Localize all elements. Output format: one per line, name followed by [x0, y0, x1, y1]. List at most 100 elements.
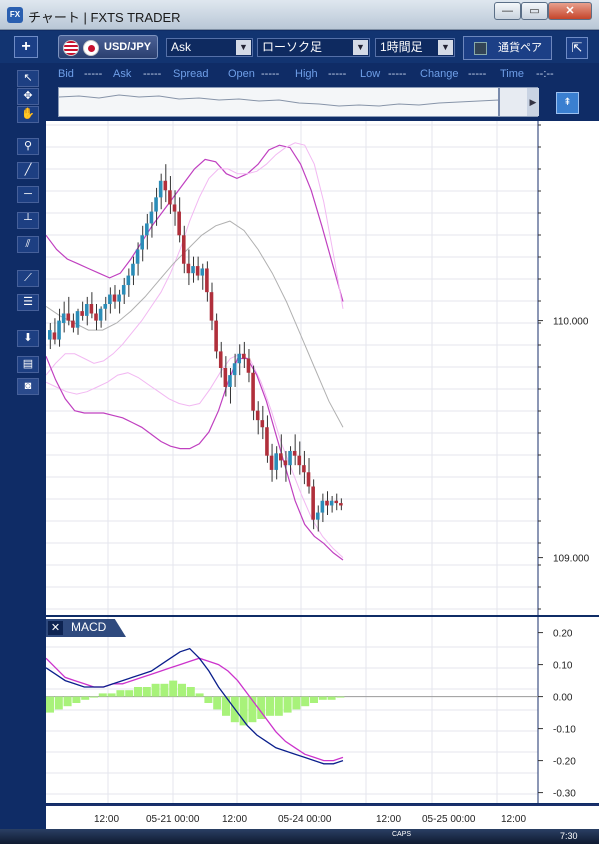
- title-bar[interactable]: FX チャート | FXTS TRADER — ▭ ✕: [0, 0, 599, 30]
- list-icon[interactable]: ▤: [17, 356, 39, 373]
- fibonacci-icon[interactable]: ☰: [17, 294, 39, 311]
- macd-histogram-bar: [266, 696, 274, 716]
- period-select[interactable]: 1時間足 ▼: [375, 38, 455, 57]
- candle: [214, 320, 218, 352]
- maximize-button[interactable]: ▭: [521, 2, 548, 20]
- bid-label: Bid: [58, 68, 74, 80]
- macd-histogram-bar: [81, 696, 90, 700]
- macd-chart-svg[interactable]: 0.20 0.10 0.00 -0.10 -0.20 -0.30: [45, 617, 599, 803]
- macd-histogram-bar: [283, 696, 292, 713]
- candle: [242, 353, 246, 359]
- collapse-icon[interactable]: ⇱: [566, 37, 588, 59]
- candle: [297, 455, 302, 466]
- candle: [269, 455, 274, 470]
- macd-histogram-bar: [63, 696, 72, 707]
- auto-scroll-icon[interactable]: ⇞: [556, 92, 579, 114]
- hand-icon[interactable]: ✋: [17, 106, 39, 123]
- download-icon[interactable]: ⬇: [17, 330, 39, 347]
- low-value: -----: [388, 68, 407, 80]
- candle: [117, 294, 121, 302]
- period-value: 1時間足: [380, 40, 423, 54]
- pin-icon[interactable]: ⚲: [17, 138, 39, 155]
- fan-icon[interactable]: ⟋: [17, 270, 39, 287]
- navigator-sparkline: [58, 94, 538, 107]
- horizontal-line-icon[interactable]: ─: [17, 186, 39, 203]
- price-chart[interactable]: 110.000 109.000: [45, 121, 599, 615]
- macd-line: [45, 647, 344, 765]
- ask-label: Ask: [113, 68, 132, 80]
- candle: [61, 313, 66, 323]
- candle: [311, 486, 315, 520]
- macd-histogram-bar: [336, 696, 345, 698]
- candle: [108, 294, 112, 305]
- close-button[interactable]: ✕: [548, 2, 592, 20]
- us-flag-icon: [63, 40, 79, 56]
- macd-histogram-bar: [151, 683, 160, 697]
- macd-histogram-bar: [327, 696, 336, 700]
- candle: [228, 375, 232, 387]
- camera-icon[interactable]: ◙: [17, 378, 39, 395]
- chart-type-value: ローソク足: [262, 40, 323, 54]
- crosshair-cursor-icon[interactable]: ✥: [17, 88, 39, 105]
- change-value: -----: [468, 68, 487, 80]
- candle: [265, 427, 269, 456]
- chart-navigator[interactable]: [58, 87, 538, 117]
- caps-indicator: CAPS: [392, 831, 412, 838]
- candle: [98, 308, 103, 321]
- macd-close-icon[interactable]: ✕: [48, 621, 63, 635]
- macd-histogram-bar: [213, 696, 222, 710]
- candle: [302, 465, 306, 473]
- candle: [177, 211, 181, 236]
- macd-histogram-bar: [46, 696, 54, 713]
- spread-label: Spread: [173, 68, 209, 80]
- price-chart-svg[interactable]: 110.000 109.000: [45, 121, 599, 615]
- candle: [274, 453, 278, 470]
- macd-histogram-bar: [134, 687, 142, 697]
- navigator-scroll-right-icon[interactable]: ▶: [527, 88, 539, 116]
- time-value: --:--: [536, 68, 554, 80]
- macd-tick-label: 0.20: [553, 629, 573, 640]
- taskbar: CAPS 7:30: [0, 829, 599, 844]
- cursor-icon[interactable]: ↖: [17, 70, 39, 87]
- macd-histogram-bar: [257, 696, 266, 719]
- price-tick-label: 109.000: [553, 554, 590, 565]
- add-chart-button[interactable]: +: [14, 36, 38, 58]
- macd-histogram-bar: [116, 690, 125, 697]
- candle: [84, 304, 89, 316]
- open-value: -----: [261, 68, 280, 80]
- candle: [149, 211, 154, 224]
- candle: [237, 353, 242, 364]
- parallel-lines-icon[interactable]: ⫽: [17, 236, 39, 253]
- minimize-button[interactable]: —: [494, 2, 521, 20]
- candle: [255, 410, 260, 421]
- ask-value: -----: [143, 68, 162, 80]
- candle: [140, 235, 144, 250]
- candle: [131, 263, 135, 276]
- macd-histogram-bar: [178, 683, 186, 697]
- chart-type-select[interactable]: ローソク足 ▼: [257, 38, 370, 57]
- currency-pair-button[interactable]: USD/JPY: [58, 35, 158, 59]
- macd-histogram-bar: [107, 693, 116, 697]
- price-tick-label: 110.000: [553, 317, 589, 328]
- macd-panel[interactable]: 0.20 0.10 0.00 -0.10 -0.20 -0.30: [45, 617, 599, 803]
- vertical-line-icon[interactable]: ┴: [17, 212, 39, 229]
- bollinger-middle-line: [45, 220, 344, 428]
- macd-histogram-bar: [204, 696, 213, 703]
- bollinger-upper-line: [45, 142, 344, 376]
- macd-tick-label: -0.30: [553, 789, 576, 800]
- clock: 7:30: [560, 831, 578, 841]
- bollinger-lower-line: [45, 353, 344, 558]
- currency-pair-list-button[interactable]: 通貨ペア: [463, 36, 552, 60]
- candle: [200, 268, 205, 276]
- macd-histogram-bar: [72, 696, 81, 703]
- macd-histogram-bar: [125, 690, 134, 697]
- time-tick-label: 12:00: [94, 814, 120, 825]
- bollinger-outer-upper-line: [45, 144, 344, 302]
- candle: [288, 450, 292, 466]
- trendline-icon[interactable]: ╱: [17, 162, 39, 179]
- macd-histogram-bar: [54, 696, 63, 710]
- price-side-select[interactable]: Ask ▼: [166, 38, 253, 57]
- macd-tick-label: -0.10: [553, 725, 576, 736]
- macd-histogram-bar: [239, 696, 248, 726]
